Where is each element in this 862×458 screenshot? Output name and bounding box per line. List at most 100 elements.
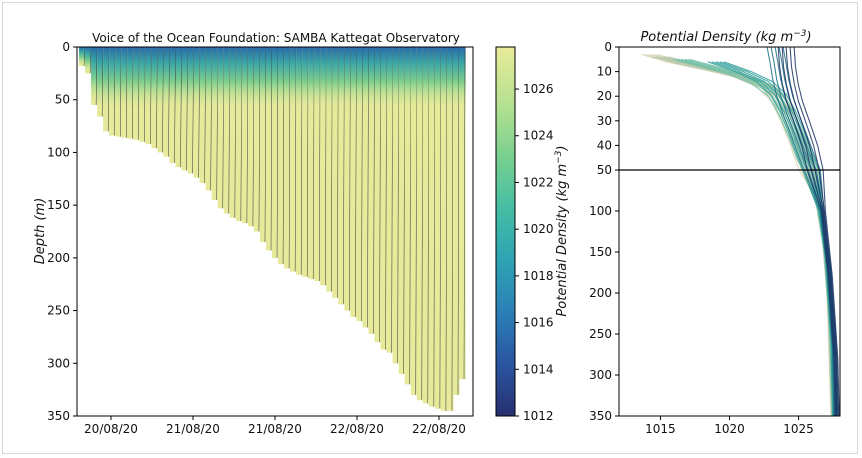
glider-track <box>433 49 436 407</box>
section-profile-surface <box>229 47 237 111</box>
glider-track <box>174 49 176 163</box>
glider-track <box>192 49 194 174</box>
section-profile <box>332 47 339 298</box>
density-profile-line <box>684 58 837 417</box>
section-profile-surface <box>308 47 315 111</box>
glider-track <box>107 49 110 132</box>
glider-track <box>210 49 212 191</box>
section-profile <box>416 47 424 401</box>
section-profile-surface <box>398 47 406 111</box>
glider-track <box>234 49 237 218</box>
glider-track <box>258 49 261 232</box>
density-profile-line <box>785 46 838 417</box>
section-profile-surface <box>350 47 358 111</box>
section-profile-surface <box>278 47 285 111</box>
section-profile <box>205 47 213 191</box>
profile-lines <box>641 46 840 417</box>
section-profile <box>350 47 358 317</box>
profiles-layer <box>79 47 466 411</box>
section-profile <box>308 47 315 279</box>
glider-track <box>113 49 116 136</box>
section-profile <box>211 47 219 200</box>
section-profile <box>278 47 285 265</box>
glider-track <box>409 49 411 385</box>
section-profile <box>410 47 418 395</box>
section-profile <box>253 47 261 232</box>
glider-track <box>300 49 303 275</box>
section-profile-surface <box>302 47 309 111</box>
y-tick-label: 300 <box>47 356 70 370</box>
glider-track <box>276 49 279 258</box>
colorbar-label: Potential Density (kg m−3) <box>554 145 570 316</box>
profile-x-ticks: 1015 1020 1025 <box>645 416 814 436</box>
glider-track <box>126 49 128 138</box>
density-profile-line <box>653 53 835 417</box>
section-profile <box>386 47 394 353</box>
glider-track <box>119 49 122 137</box>
glider-track <box>355 49 357 317</box>
x-tick-label: 21/08/20 <box>166 422 220 436</box>
profile-y-tick-label: 250 <box>589 327 612 341</box>
x-tick-label: 22/08/20 <box>330 422 384 436</box>
section-profile-surface <box>440 47 448 111</box>
section-profile <box>458 47 466 380</box>
glider-track <box>138 49 140 140</box>
section-profile-surface <box>115 47 122 111</box>
section-profile-surface <box>241 47 249 111</box>
colorbar-tick-label: 1014 <box>523 362 554 376</box>
x-tick-label: 20/08/20 <box>84 422 138 436</box>
glider-track <box>391 49 393 353</box>
density-profile-line <box>668 56 836 417</box>
y-tick-label: 250 <box>47 304 70 318</box>
section-profile-surface <box>223 47 231 111</box>
glider-track <box>325 49 327 286</box>
section-profile <box>284 47 291 269</box>
glider-track <box>439 49 442 409</box>
profile-y-tick-label: 10 <box>597 65 612 79</box>
glider-track <box>240 49 243 221</box>
colorbar-ticks: 1012 1014 1016 1018 1020 1022 1024 1026 <box>515 82 554 423</box>
section-profile <box>265 47 273 251</box>
section-profile <box>374 47 382 343</box>
glider-track <box>132 49 134 139</box>
section-profile-surface <box>422 47 430 111</box>
glider-track <box>421 49 424 401</box>
section-profile-surface <box>338 47 345 111</box>
profile-axes-frame <box>618 46 841 417</box>
colorbar-tick-label: 1022 <box>523 175 554 189</box>
section-profile-surface <box>428 47 436 111</box>
glider-track <box>216 49 218 200</box>
section-profile-surface <box>205 47 213 111</box>
glider-track <box>186 49 188 171</box>
section-profile-surface <box>326 47 333 111</box>
density-profile-line <box>723 61 838 417</box>
density-profile-line <box>688 58 838 417</box>
glider-track <box>397 49 399 364</box>
section-y-ticks: 0 50 100 150 200 250 300 350 <box>47 40 77 423</box>
section-profile-surface <box>79 47 86 66</box>
density-profile-line <box>677 58 835 417</box>
profile-y-ticks: 0 10 20 30 40 50 100 150 200 250 300 350 <box>589 40 619 423</box>
section-profile-surface <box>259 47 267 111</box>
section-profile-surface <box>247 47 255 111</box>
section-profile-surface <box>386 47 394 111</box>
section-profile <box>272 47 279 258</box>
section-profile-surface <box>314 47 321 111</box>
profile-y-tick-label: 30 <box>597 114 612 128</box>
profile-x-tick-label: 1020 <box>714 422 745 436</box>
density-profile-line <box>793 46 840 417</box>
section-profile <box>193 47 201 178</box>
density-profile-line <box>645 53 833 417</box>
section-profile-surface <box>344 47 352 111</box>
glider-track <box>349 49 351 311</box>
section-profile-surface <box>121 47 128 111</box>
profile-title: Potential Density (kg m−3) <box>640 29 811 45</box>
section-profile-surface <box>446 47 454 111</box>
glider-track <box>294 49 297 272</box>
glider-track <box>343 49 345 305</box>
y-tick-label: 0 <box>62 40 70 54</box>
section-plot: Voice of the Ocean Foundation: SAMBA Kat… <box>33 31 474 436</box>
colorbar-tick-label: 1012 <box>523 409 554 423</box>
